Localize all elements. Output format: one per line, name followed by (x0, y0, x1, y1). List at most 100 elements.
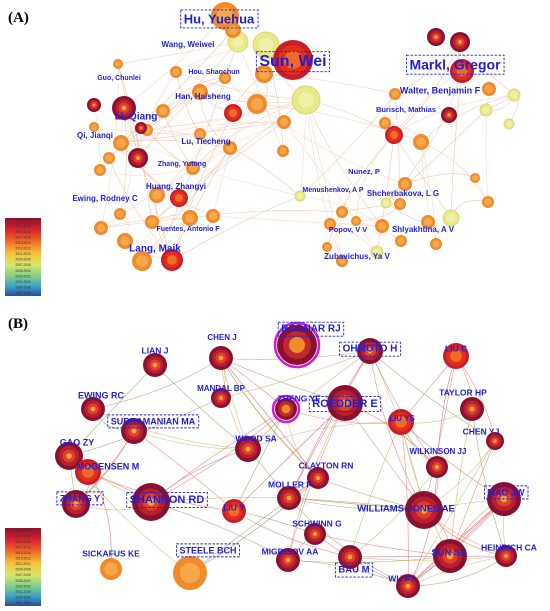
legend-year-label: 2017-2016 (15, 235, 30, 239)
author-label-lu-tiecheng: Lu, Tiecheng (181, 137, 230, 146)
author-name: Zhang, Yutong (158, 161, 206, 168)
author-node (427, 28, 445, 46)
author-node (370, 245, 384, 259)
legend-year-label: 2015-2014 (15, 551, 30, 555)
link-line (120, 91, 201, 144)
highlight-box (308, 395, 382, 412)
author-node (113, 59, 123, 69)
link-line (189, 477, 319, 574)
author-label-subramanian-ma: SUBRAMANIAN MA (107, 414, 200, 429)
legend-year-label: 2011-2010 (15, 252, 30, 256)
link-line (420, 94, 515, 143)
author-label-mogensen-m: MOGENSEN M (77, 461, 140, 471)
author-name: Burisch, Mathias (376, 105, 436, 114)
author-node (112, 96, 136, 120)
panel-a-legend-bar (5, 218, 41, 296)
legend-year-label: 2019-2018 (15, 230, 30, 234)
author-label-moller-p: MOLLER P (268, 479, 312, 489)
author-node (113, 135, 129, 151)
author-node (460, 397, 484, 421)
author-name: ZHANG Y (60, 493, 100, 503)
link-line (120, 139, 231, 149)
link-line (117, 41, 239, 65)
author-name: LIU Y (223, 502, 245, 512)
author-node (235, 436, 261, 462)
author-name: BODNAR RJ (281, 324, 340, 335)
author-node (100, 558, 122, 580)
author-name: Ewing, Rodney C (72, 194, 138, 203)
author-node (194, 128, 206, 140)
link-line (140, 99, 307, 129)
author-node (114, 208, 126, 220)
author-node (351, 216, 361, 226)
author-label-sun-ss: SUN SS (431, 548, 466, 559)
link-line (400, 421, 409, 587)
author-node (324, 218, 336, 230)
author-node (482, 82, 496, 96)
author-node (479, 103, 493, 117)
link-line (156, 121, 285, 196)
author-label-zhang-yutong: Zhang, Yutong (158, 161, 206, 168)
author-node (482, 196, 494, 208)
author-label-ohmoto-h: OHMOTO H (339, 341, 401, 357)
author-label-williams-jones-ae: WILLIAMS-JONES AE (357, 504, 455, 515)
author-node (186, 161, 200, 175)
author-node (170, 66, 182, 78)
link-line (141, 147, 231, 262)
link-line (123, 107, 173, 261)
legend-year-label: 2001-2000 (15, 280, 30, 284)
author-node (291, 85, 321, 115)
panel-b-label: (B) (8, 316, 28, 332)
legend-year-label: 2011-2010 (15, 562, 30, 566)
author-node (135, 122, 147, 134)
author-label-wu-fy: WU FY (388, 573, 416, 583)
author-node (192, 84, 208, 100)
author-label-bau-m: BAU M (334, 562, 374, 578)
author-node (55, 442, 83, 470)
link-line (288, 350, 371, 499)
link-line (192, 99, 307, 169)
legend-year-label: 2019-2018 (15, 540, 30, 544)
author-node (413, 134, 429, 150)
author-name: Lu, Tiecheng (181, 137, 230, 146)
highlight-box (334, 562, 374, 578)
author-node (442, 209, 460, 227)
author-label-huang-zhangyi: Huang, Zhangyi (146, 182, 206, 191)
author-node (307, 467, 329, 489)
author-label-gao-zy: GAO ZY (60, 437, 95, 447)
author-name: Lang, Maik (129, 244, 181, 255)
author-node (450, 59, 474, 83)
link-line (263, 73, 396, 95)
legend-year-label: 2001-2000 (15, 590, 30, 594)
author-node (389, 88, 401, 100)
link-line (349, 555, 507, 558)
author-node (379, 117, 391, 129)
author-name: WOOD SA (235, 433, 277, 443)
panel-b-nodes (55, 321, 521, 598)
author-node (276, 548, 300, 572)
author-name: WU FY (388, 573, 416, 583)
author-node (273, 321, 321, 369)
link-line (305, 99, 343, 262)
author-node (206, 209, 220, 223)
legend-year-label: 1997-1996 (15, 601, 30, 605)
highlight-box (180, 9, 259, 29)
link-line (485, 88, 490, 203)
legend-year-label: 2005-2004 (15, 269, 30, 273)
link-line (265, 44, 284, 152)
author-name: Fuentes, Antonio F (156, 226, 220, 233)
link-line (407, 466, 438, 587)
link-line (349, 466, 438, 558)
author-name: LIU C (445, 343, 467, 353)
author-label-shannon-rd: SHANNON RD (126, 491, 208, 508)
link-line (233, 510, 351, 558)
legend-year-label: 2003-2002 (15, 584, 30, 588)
author-name: SICKAFUS KE (82, 548, 140, 558)
author-name: Menushenkov, A P (302, 187, 364, 194)
link-line (385, 70, 463, 204)
highlight-box (107, 414, 200, 429)
author-label-lang-maik: Lang, Maik (129, 244, 181, 255)
author-label-ewing-rodney-c: Ewing, Rodney C (72, 194, 138, 203)
